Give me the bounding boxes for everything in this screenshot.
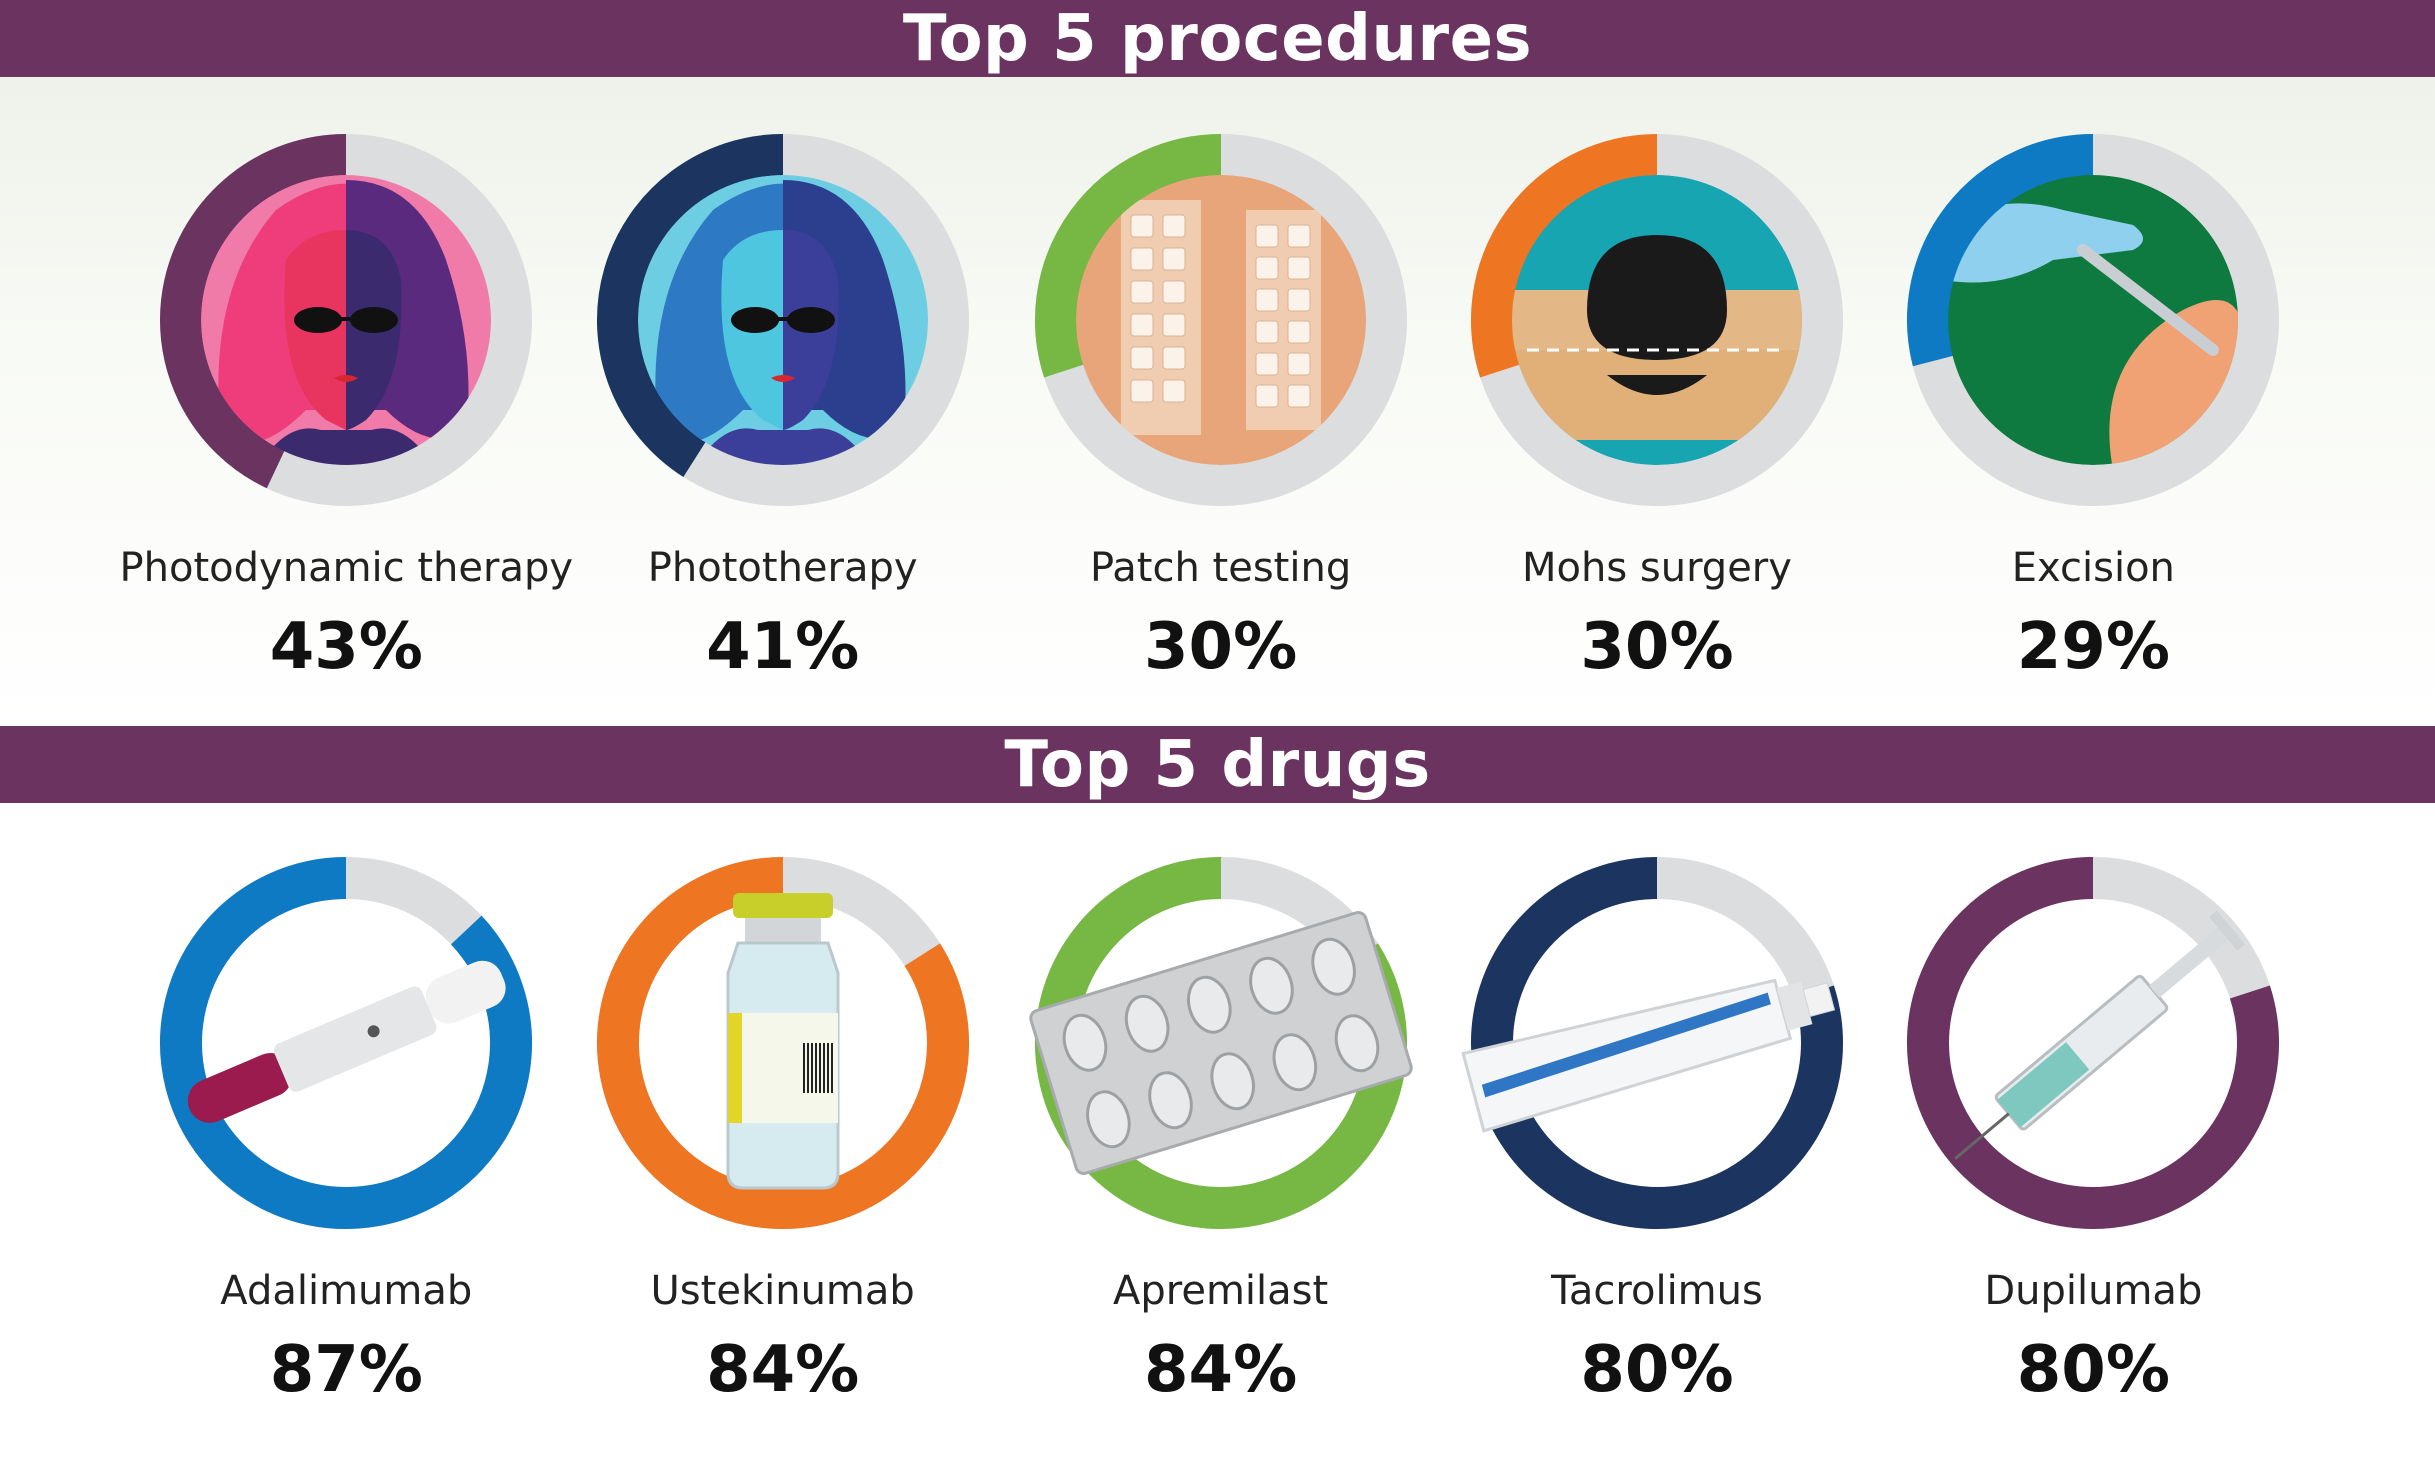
syringe-icon [1954, 910, 2246, 1160]
mohs-surgery-icon [1511, 175, 1802, 465]
donut-value-arc [1907, 134, 2094, 367]
donut-chart [160, 857, 533, 1229]
category-label: Mohs surgery [1521, 545, 1792, 591]
category-label: Dupilumab [1984, 1268, 2203, 1314]
donut-value-arc [1907, 857, 2280, 1229]
vial-icon [726, 893, 840, 1190]
donut-value-arc [1470, 134, 1658, 378]
category-label: Ustekinumab [650, 1268, 915, 1314]
chart-item: Adalimumab 87% [116, 843, 576, 1483]
chart-item: Dupilumab 80% [1863, 843, 2323, 1483]
value-label: 41% [706, 610, 860, 684]
donut-chart [1470, 134, 1843, 506]
value-label: 43% [269, 610, 423, 684]
donut-chart [1034, 134, 1407, 506]
donut-chart [160, 134, 533, 506]
chart-item: Apremilast 84% [991, 843, 1451, 1483]
donut-chart [596, 134, 969, 506]
category-label: Apremilast [1113, 1268, 1329, 1314]
drugs-section-title: Top 5 drugs [0, 726, 2435, 803]
auto-injector-pen-icon [188, 960, 506, 1123]
value-label: 80% [2016, 1333, 2170, 1407]
donut-chart [596, 857, 969, 1229]
donut-value-arc [1471, 857, 1843, 1229]
category-label: Excision [2011, 545, 2175, 591]
donut-value-arc [596, 857, 969, 1229]
chart-item: Patch testing 30% [991, 120, 1451, 760]
value-label: 29% [2016, 610, 2170, 684]
category-label: Photodynamic therapy [119, 545, 574, 591]
chart-item: Photodynamic therapy 43% [116, 120, 576, 760]
donut-chart [1907, 134, 2280, 506]
chart-item: Phototherapy 41% [553, 120, 1013, 760]
chart-item: Mohs surgery 30% [1427, 120, 1887, 760]
category-label: Patch testing [1089, 545, 1352, 591]
blister-pack-icon [1028, 911, 1413, 1175]
donut-value-arc [1034, 134, 1221, 378]
value-label: 87% [269, 1333, 423, 1407]
donut-chart [1461, 857, 1843, 1229]
phototherapy-icon [637, 175, 928, 465]
chart-item: Ustekinumab 84% [553, 843, 1013, 1483]
donut-chart [1028, 857, 1413, 1229]
category-label: Adalimumab [220, 1268, 473, 1314]
photodynamic-therapy-icon [201, 175, 492, 465]
value-label: 80% [1580, 1333, 1734, 1407]
patch-testing-icon [1075, 175, 1366, 465]
value-label: 30% [1580, 610, 1734, 684]
value-label: 84% [1144, 1333, 1298, 1407]
donut-value-arc [160, 857, 533, 1229]
donut-value-arc [1034, 857, 1407, 1229]
value-label: 30% [1144, 610, 1298, 684]
chart-item: Tacrolimus 80% [1427, 843, 1887, 1483]
donut-value-arc [596, 134, 783, 478]
value-label: 84% [706, 1333, 860, 1407]
ointment-tube-icon [1461, 978, 1836, 1133]
donut-value-arc [160, 134, 347, 489]
category-label: Phototherapy [647, 545, 918, 591]
chart-item: Excision 29% [1863, 120, 2323, 760]
donut-chart [1907, 857, 2280, 1229]
category-label: Tacrolimus [1551, 1268, 1763, 1314]
procedures-section-title: Top 5 procedures [0, 0, 2435, 77]
